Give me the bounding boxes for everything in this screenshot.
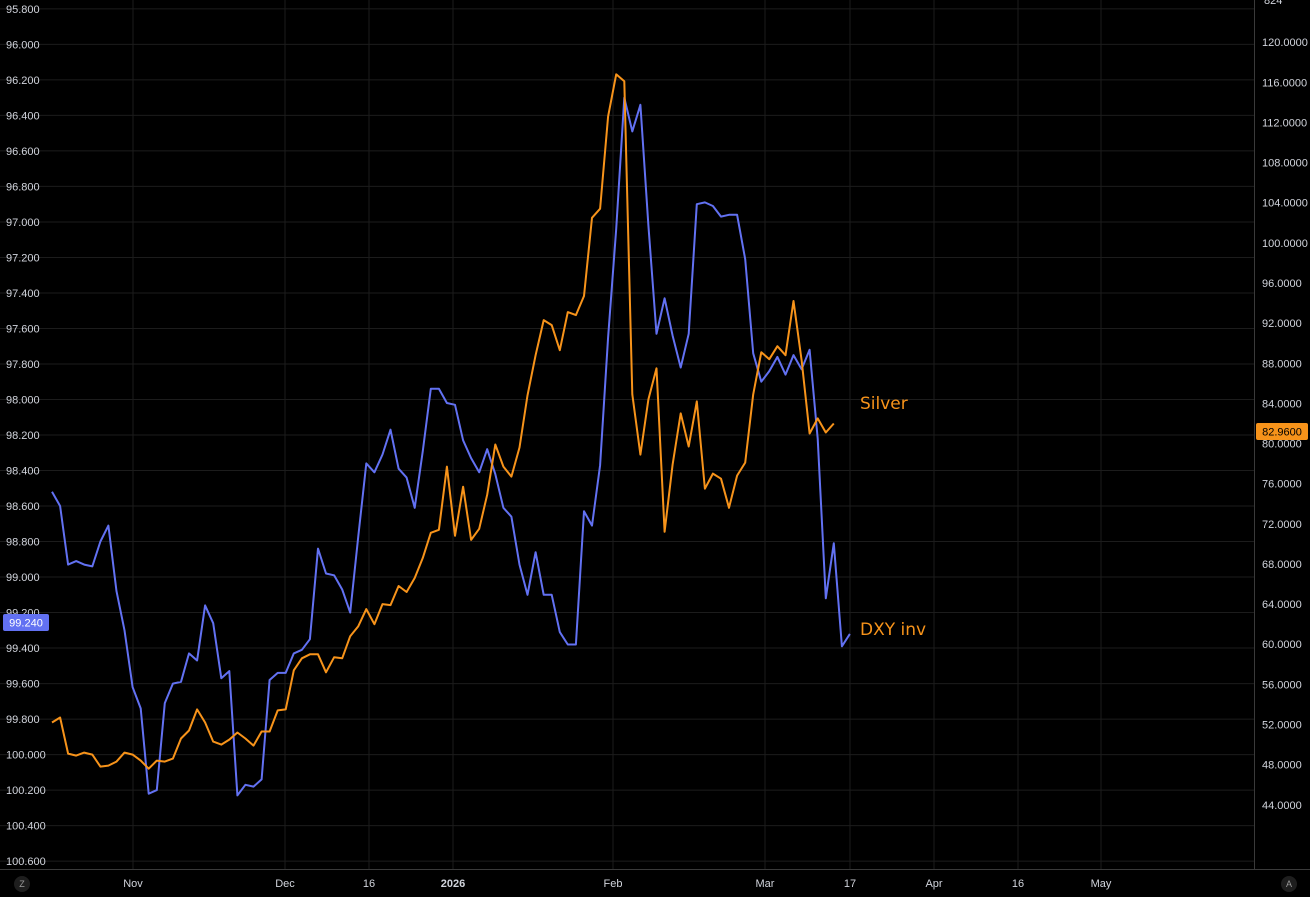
right-tick-label: 88.0000: [1262, 358, 1302, 370]
x-tick-label: 16: [363, 878, 375, 890]
x-tick-label: Nov: [123, 878, 143, 890]
left-tick-label: 100.000: [6, 750, 46, 762]
left-tick-label: 100.400: [6, 821, 46, 833]
right-tick-label: 52.0000: [1262, 719, 1302, 731]
x-tick-label: Mar: [756, 878, 775, 890]
right-tick-label: 84.0000: [1262, 398, 1302, 410]
left-tick-label: 98.400: [6, 466, 40, 478]
left-tick-label: 97.400: [6, 288, 40, 300]
right-tick-label: 96.0000: [1262, 278, 1302, 290]
left-tick-label: 96.600: [6, 146, 40, 158]
right-tick-label: 64.0000: [1262, 599, 1302, 611]
right-tick-label: 48.0000: [1262, 760, 1302, 772]
left-tick-label: 100.200: [6, 785, 46, 797]
left-tick-label: 96.000: [6, 39, 40, 51]
left-tick-label: 99.800: [6, 714, 40, 726]
left-tick-label: 98.600: [6, 501, 40, 513]
left-last-value-badge: 99.240: [3, 614, 49, 631]
left-tick-label: 99.000: [6, 572, 40, 584]
right-axis-ticks: 120.0000 116.0000 112.0000 108.0000 104.0000…: [1262, 37, 1308, 812]
right-tick-label: 120.0000: [1262, 37, 1308, 49]
right-tick-label: 100.0000: [1262, 238, 1308, 250]
x-tick-label: Feb: [604, 878, 623, 890]
right-tick-label: 92.0000: [1262, 318, 1302, 330]
timezone-button[interactable]: Z: [14, 876, 30, 892]
x-tick-label: Dec: [275, 878, 295, 890]
left-tick-label: 97.200: [6, 252, 40, 264]
right-tick-label: 108.0000: [1262, 158, 1308, 170]
right-tick-label: 56.0000: [1262, 679, 1302, 691]
left-tick-label: 95.800: [6, 4, 40, 16]
series-label-dxy-inv: DXY inv: [860, 620, 926, 640]
x-tick-label: 17: [844, 878, 856, 890]
right-tick-label: 104.0000: [1262, 198, 1308, 210]
right-last-value-badge: 82.9600: [1256, 423, 1308, 440]
x-axis-ticks: Nov Dec 16 2026 Feb Mar 17 Apr 16 May: [123, 878, 1112, 890]
right-tick-label: 68.0000: [1262, 559, 1302, 571]
right-last-value: 82.9600: [1262, 427, 1302, 439]
series-line-silver: [51, 73, 835, 770]
left-tick-label: 99.400: [6, 643, 40, 655]
right-tick-label: 44.0000: [1262, 800, 1302, 812]
x-tick-label: 2026: [441, 878, 465, 890]
x-tick-label: Apr: [925, 878, 942, 890]
left-last-value: 99.240: [9, 618, 43, 630]
left-tick-label: 96.200: [6, 75, 40, 87]
x-tick-label: May: [1091, 878, 1112, 890]
right-tick-label: 112.0000: [1262, 117, 1307, 129]
left-tick-label: 96.400: [6, 110, 40, 122]
left-tick-label: 100.600: [6, 856, 46, 868]
left-tick-label: 96.800: [6, 181, 40, 193]
grid: [0, 0, 1254, 870]
left-tick-label: 99.600: [6, 679, 40, 691]
left-axis-ticks: 95.800 96.000 96.200 96.400 96.600 96.800 97.0…: [6, 4, 46, 868]
left-tick-label: 97.800: [6, 359, 40, 371]
series-label-silver: Silver: [860, 394, 908, 414]
left-tick-label: 98.000: [6, 394, 40, 406]
right-axis-partial-label: 824: [1264, 0, 1282, 7]
right-tick-label: 60.0000: [1262, 639, 1302, 651]
x-tick-label: 16: [1012, 878, 1024, 890]
series-line-dxy-inv: [51, 96, 851, 797]
right-tick-label: 80.0000: [1262, 439, 1302, 451]
series-layer: [51, 73, 851, 797]
left-tick-label: 98.200: [6, 430, 40, 442]
right-tick-label: 72.0000: [1262, 519, 1302, 531]
left-tick-label: 97.000: [6, 217, 40, 229]
right-tick-label: 116.0000: [1262, 77, 1307, 89]
left-tick-label: 97.600: [6, 323, 40, 335]
right-tick-label: 76.0000: [1262, 479, 1302, 491]
auto-scale-button[interactable]: A: [1281, 876, 1297, 892]
left-tick-label: 98.800: [6, 537, 40, 549]
